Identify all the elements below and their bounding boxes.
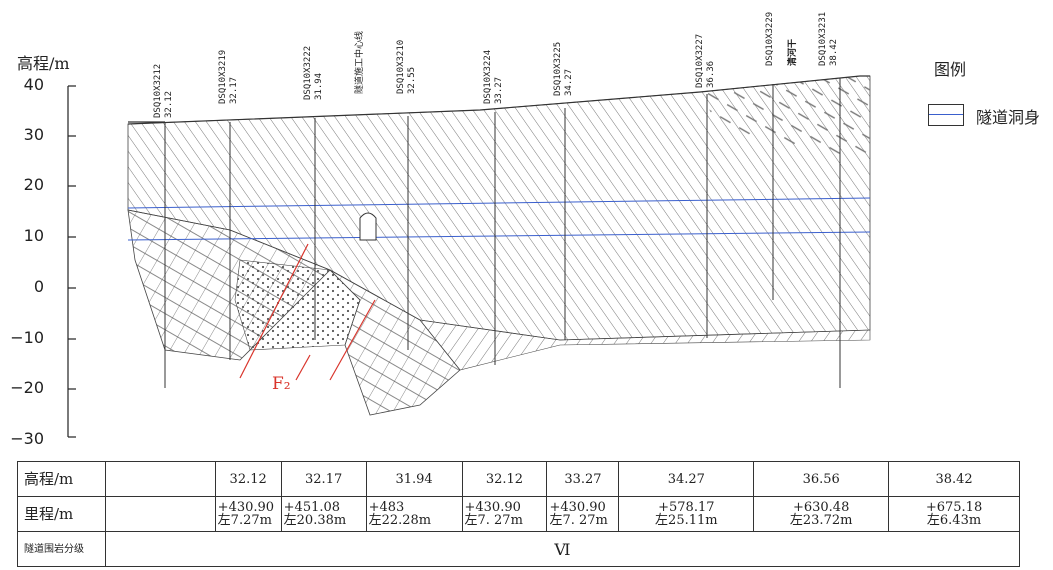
borehole-lines	[164, 78, 841, 388]
row-head-grade: 隧道围岩分级	[17, 531, 106, 567]
table-cell: 38.42	[888, 461, 1020, 497]
y-tick: 30	[23, 125, 44, 144]
y-tick: −30	[10, 429, 44, 448]
borehole-elev: 34.27	[564, 69, 574, 96]
table-cell: 33.27	[546, 461, 620, 497]
y-axis-title: 高程/m	[17, 54, 70, 73]
stratum-bedrock	[329, 269, 461, 416]
table-cell	[104, 461, 216, 497]
table-cell: 36.56	[753, 461, 890, 497]
table-row: 里程/m +430.90 左7.27m +451.08 左20.38m +483 左2…	[17, 496, 1020, 532]
table-cell: +430.90 左7.27m	[214, 496, 282, 532]
row-head-elevation: 高程/m	[17, 461, 106, 497]
table-cell: 32.17	[280, 461, 367, 497]
borehole-label: DSQ10X3229	[765, 12, 775, 66]
table-cell: +430.90 左7. 27m	[461, 496, 548, 532]
borehole-label: DSQ10X3231	[818, 12, 828, 66]
table-cell: +451.08 左20.38m	[280, 496, 367, 532]
tunnel-section	[359, 212, 377, 241]
y-tick: 0	[33, 277, 44, 296]
borehole-elev: 32.12	[164, 91, 174, 118]
borehole-label: DSQ10X3219	[218, 50, 228, 104]
y-tick: −20	[10, 378, 44, 397]
y-tick: 20	[23, 175, 44, 194]
table-cell: 31.94	[365, 461, 463, 497]
borehole-labels: DSQ10X3212 32.12 DSQ10X3219 32.17 DSQ10X…	[153, 12, 839, 118]
borehole-label: DSQ10X3210	[396, 40, 406, 94]
table-cell: +430.90 左7. 27m	[546, 496, 620, 532]
table-row: 隧道围岩分级 Ⅵ	[17, 531, 1021, 567]
borehole-elev: 38.42	[829, 39, 839, 66]
borehole-elev: 32.17	[229, 77, 239, 104]
table-cell: 32.12	[461, 461, 548, 497]
borehole-elev: 36.36	[706, 61, 716, 88]
table-cell: +483 左22.28m	[365, 496, 463, 532]
ground-surface	[127, 75, 870, 125]
borehole-label: DSQ10X3222	[303, 46, 313, 100]
borehole-label: DSQ10X3225	[553, 42, 563, 96]
tunnel-annotation: 隧道施工中心线	[353, 31, 365, 94]
table-cell: 34.27	[618, 461, 755, 497]
table-cell	[104, 496, 216, 532]
table-cell: +630.48 左23.72m	[753, 496, 890, 532]
geological-profile: F₂ DSQ10X3212 32.12 DSQ10X3219 32.17 DSQ…	[67, 12, 871, 438]
table-row: 高程/m 32.12 32.17 31.94 32.12 33.27 34.27…	[17, 461, 1020, 497]
borehole-label: DSQ10X3212	[153, 64, 163, 118]
legend-swatch	[928, 104, 964, 126]
borehole-elev: 32.55	[407, 67, 417, 94]
borehole-label: DSQ10X3224	[483, 50, 493, 104]
y-tick: −10	[10, 328, 44, 347]
row-head-mileage: 里程/m	[17, 496, 106, 532]
borehole-label: DSQ10X3227	[695, 34, 705, 88]
y-tick: 10	[23, 226, 44, 245]
borehole-elev: 33.27	[494, 77, 504, 104]
fault-label: F₂	[272, 374, 291, 394]
tunnel-bottom-line	[127, 231, 871, 241]
grade-cell: Ⅵ	[104, 531, 1021, 567]
river-annotation: 清河干	[786, 39, 798, 66]
legend-title: 图例	[934, 60, 967, 79]
table-cell: +675.18 左6.43m	[888, 496, 1020, 532]
y-axis-ticks	[68, 85, 76, 438]
legend-item-label: 隧道洞身	[976, 108, 1041, 127]
fault-lines	[239, 243, 376, 381]
table-cell: 32.12	[214, 461, 282, 497]
info-table: 高程/m 32.12 32.17 31.94 32.12 33.27 34.27…	[17, 461, 1021, 567]
borehole-elev: 31.94	[314, 73, 324, 100]
y-tick: 40	[23, 75, 44, 94]
tunnel-top-line	[127, 197, 871, 209]
stratum-dashed	[700, 76, 870, 160]
table-cell: +578.17 左25.11m	[618, 496, 755, 532]
